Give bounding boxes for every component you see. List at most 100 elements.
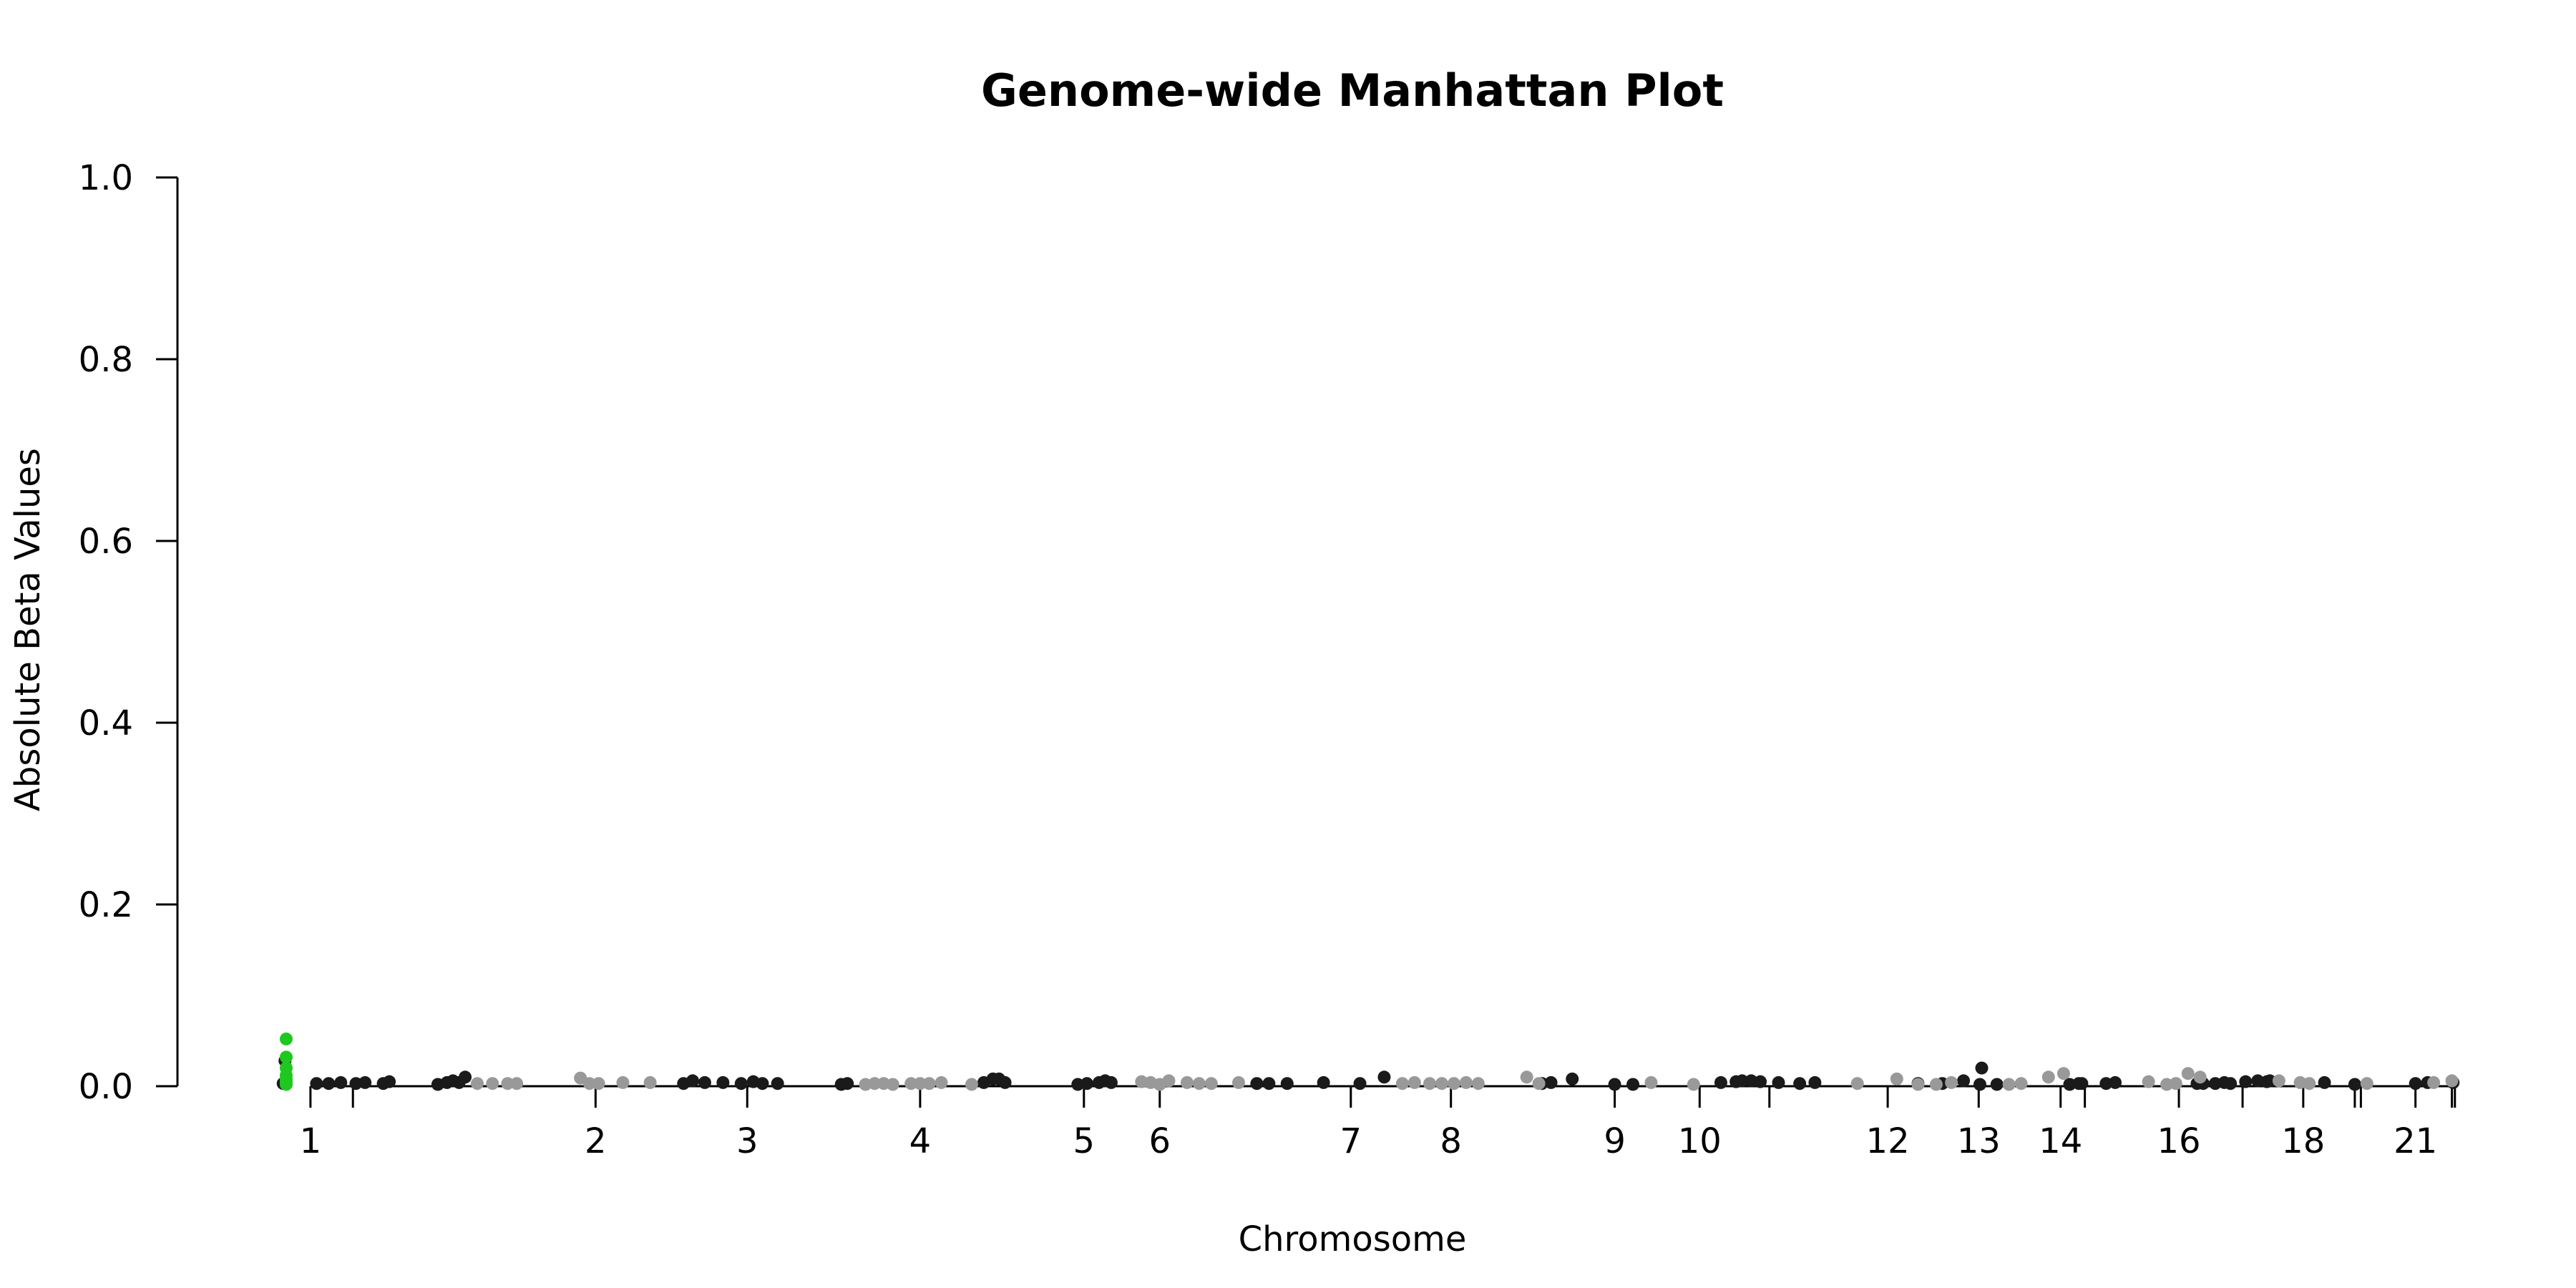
data-point <box>1447 1077 1460 1091</box>
x-tick-label: 14 <box>2039 1121 2082 1161</box>
data-point <box>1162 1074 1176 1088</box>
data-point <box>1929 1078 1943 1091</box>
data-point <box>616 1075 630 1089</box>
data-point <box>868 1077 882 1091</box>
y-tick-label: 0.2 <box>79 885 133 925</box>
x-tick-label: 12 <box>1866 1121 1910 1161</box>
data-point <box>1262 1077 1276 1091</box>
data-point <box>698 1075 711 1089</box>
data-point <box>1520 1070 1533 1084</box>
data-point <box>501 1077 514 1091</box>
data-point <box>2445 1074 2459 1088</box>
data-point <box>1544 1075 1558 1089</box>
x-tick-label: 18 <box>2281 1121 2325 1161</box>
data-point <box>1407 1075 1421 1089</box>
data-point <box>886 1078 899 1091</box>
x-tick-label: 3 <box>736 1121 758 1161</box>
data-point <box>358 1075 372 1089</box>
data-point <box>2303 1077 2316 1091</box>
data-point <box>1471 1077 1485 1091</box>
x-tick-label: 6 <box>1148 1121 1171 1161</box>
x-axis-label: Chromosome <box>1239 1219 1467 1259</box>
data-point <box>1945 1075 1958 1089</box>
x-tick-label: 2 <box>585 1121 607 1161</box>
data-point <box>1566 1072 1579 1085</box>
data-point <box>2014 1077 2028 1091</box>
x-tick-label: 21 <box>2394 1121 2437 1161</box>
data-point <box>2041 1070 2055 1084</box>
data-point <box>2057 1067 2070 1080</box>
data-point <box>322 1077 336 1091</box>
x-tick-label: 5 <box>1073 1121 1096 1161</box>
data-point <box>1644 1075 1658 1089</box>
data-point <box>459 1070 472 1084</box>
x-tick-label: 13 <box>1957 1121 2001 1161</box>
data-point <box>1793 1077 1807 1091</box>
data-point <box>2272 1074 2285 1088</box>
data-point <box>1772 1075 1785 1089</box>
data-point <box>686 1074 699 1088</box>
data-point <box>1626 1078 1640 1091</box>
data-point <box>1608 1078 1621 1091</box>
data-point <box>1532 1077 1546 1091</box>
data-point <box>334 1075 348 1089</box>
data-point <box>1204 1077 1218 1091</box>
data-point <box>310 1077 323 1091</box>
y-tick-label: 1.0 <box>79 158 133 198</box>
data-point <box>716 1075 730 1089</box>
data-point <box>841 1077 854 1091</box>
x-tick-label: 9 <box>1604 1121 1626 1161</box>
data-point <box>904 1077 918 1091</box>
y-tick-label: 0.0 <box>79 1067 133 1107</box>
data-point <box>1250 1077 1264 1091</box>
data-point <box>1957 1074 1971 1088</box>
data-point <box>1973 1078 1986 1091</box>
x-tick-label: 1 <box>300 1121 322 1161</box>
y-axis: 0.0 0.2 0.4 0.6 0.8 1.0 <box>79 158 179 1107</box>
data-point <box>2109 1075 2122 1089</box>
data-point <box>2142 1075 2155 1088</box>
data-point <box>1890 1072 1903 1085</box>
data-point <box>1317 1075 1330 1089</box>
data-point <box>592 1077 605 1091</box>
series-2 <box>279 1032 293 1091</box>
y-tick-label: 0.4 <box>79 703 133 743</box>
data-point <box>2181 1067 2195 1080</box>
data-point <box>383 1075 396 1088</box>
data-point <box>279 1050 293 1064</box>
data-point <box>471 1077 484 1091</box>
x-axis: 1 2 3 4 5 6 7 8 9 10 12 13 14 16 18 21 <box>300 1085 2457 1161</box>
data-point <box>643 1075 657 1089</box>
data-point <box>1080 1077 1094 1091</box>
data-point <box>1104 1075 1118 1089</box>
series-1 <box>471 1067 2459 1091</box>
data-point <box>2169 1077 2182 1091</box>
data-point <box>1180 1075 1194 1089</box>
data-point <box>1353 1077 1367 1091</box>
data-point <box>1687 1078 1700 1091</box>
data-point <box>1735 1074 1749 1088</box>
data-point <box>1192 1077 1206 1091</box>
data-point <box>279 1032 293 1045</box>
x-tick-label: 7 <box>1340 1121 1362 1161</box>
data-point <box>1754 1075 1767 1088</box>
data-point <box>2263 1074 2277 1088</box>
data-point <box>1975 1061 1989 1075</box>
data-point <box>734 1077 748 1091</box>
data-point <box>510 1077 524 1091</box>
data-point <box>1231 1075 1245 1089</box>
data-point <box>1990 1078 2004 1091</box>
data-point <box>2348 1078 2361 1091</box>
data-point <box>2075 1077 2089 1091</box>
data-point <box>2409 1077 2422 1091</box>
data-point <box>1377 1070 1391 1084</box>
data-point <box>2239 1075 2253 1088</box>
data-point <box>582 1077 596 1091</box>
data-points <box>276 1032 2460 1091</box>
data-point <box>935 1075 948 1089</box>
data-point <box>1714 1075 1727 1089</box>
data-point <box>1280 1077 1294 1091</box>
x-tick-label: 10 <box>1678 1121 1722 1161</box>
y-tick-label: 0.6 <box>79 522 133 562</box>
